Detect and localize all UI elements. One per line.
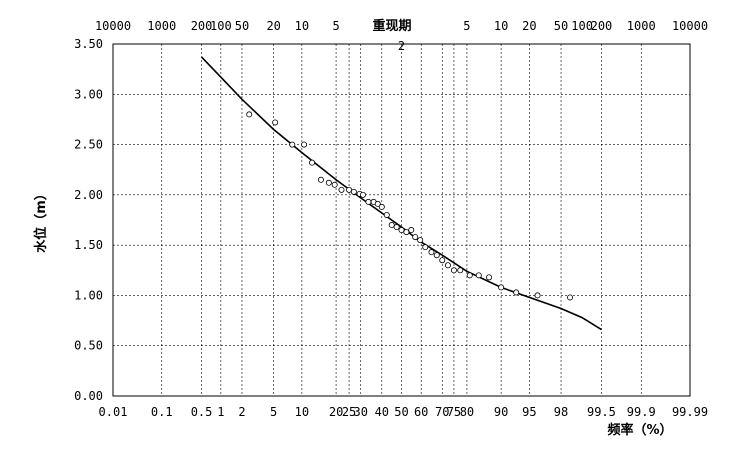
x-top-tick-label: 5 [332,19,339,33]
observed-point [350,188,357,195]
observed-point [359,191,366,198]
x-bottom-tick-label: 50 [394,405,408,419]
x-bottom-tick-label: 99.5 [587,405,616,419]
observed-point [450,267,457,274]
x-top-tick-label: 10 [494,19,508,33]
x-bottom-tick-label: 60 [414,405,428,419]
y-tick-label: 3.00 [74,87,103,101]
x-bottom-tick-label: 0.01 [99,405,128,419]
observed-point [428,249,435,256]
y-tick-label: 0.50 [74,339,103,353]
observed-point [486,274,493,281]
x-top-tick-label: 50 [235,19,249,33]
y-tick-labels: 0.00 0.50 1.00 1.50 2.00 2.50 3.00 3.50 [74,37,103,403]
observed-point [309,159,316,166]
y-tick-label: 3.50 [74,37,103,51]
observed-point [393,224,400,231]
x-top-tick-label: 10000 [95,19,131,33]
observed-point [325,179,332,186]
observed-point [422,244,429,251]
x-axis-title: 频率（%） [607,422,672,438]
x-bottom-tick-label: 5 [270,405,277,419]
fitted-curve-layer [201,56,602,331]
x-bottom-tick-label: 90 [494,405,508,419]
observed-point [534,292,541,299]
observed-point [301,141,308,148]
x-top-tick-label: 50 [554,19,568,33]
observed-point [365,198,372,205]
plot-frame [112,43,691,397]
x-top-tick-label: 100 [210,19,232,33]
x-top-tick-label: 5 [463,19,470,33]
observed-point [457,267,464,274]
x-bottom-tick-label: 99.99 [672,405,708,419]
observed-point [466,272,473,279]
observed-points-layer [246,111,574,301]
x-bottom-tick-label: 0.1 [151,405,173,419]
observed-point [417,237,424,244]
top-axis-title: 重现期 [372,18,411,34]
fitted-frequency-curve [201,56,602,331]
y-tick-label: 1.50 [74,238,103,252]
observed-point [439,257,446,264]
x-top-tick-label: 1000 [627,19,656,33]
observed-point [246,111,253,118]
x-bottom-tick-label: 80 [460,405,474,419]
observed-point [398,227,405,234]
observed-point [567,294,574,301]
x-top-tick-label: 10000 [672,19,708,33]
x-top-tick-label: 10 [295,19,309,33]
x-top-tick-label: 200 [591,19,613,33]
x-top-tick-label: 200 [191,19,213,33]
observed-point [412,234,419,241]
observed-point [289,141,296,148]
observed-point [331,181,338,188]
observed-point [403,229,410,236]
observed-point [475,272,482,279]
observed-point [374,200,381,207]
observed-point [378,203,385,210]
x-bottom-tick-label: 10 [295,405,309,419]
y-tick-label: 1.00 [74,288,103,302]
observed-point [383,211,390,218]
x-bottom-tick-label: 1 [217,405,224,419]
x-bottom-tick-label: 25 [342,405,356,419]
x-bottom-tick-label: 40 [375,405,389,419]
y-axis-title: 水位（m） [33,187,49,253]
grid-lines [112,43,691,397]
y-tick-label: 0.00 [74,389,103,403]
x-top-tick-label: 100 [571,19,593,33]
x-bottom-tick-label: 2 [238,405,245,419]
x-top-tick-label: 2 [398,39,405,53]
y-tick-label: 2.50 [74,138,103,152]
observed-point [433,252,440,259]
observed-point [498,284,505,291]
x-top-tick-label: 20 [266,19,280,33]
x-bottom-tick-label: 98 [554,405,568,419]
x-bottom-tick-label: 0.5 [191,405,213,419]
observed-point [272,119,279,126]
observed-point [338,186,345,193]
observed-point [317,176,324,183]
x-bottom-tick-label: 30 [354,405,368,419]
x-bottom-tick-label: 95 [522,405,536,419]
observed-point [388,222,395,229]
x-top-tick-label: 1000 [147,19,176,33]
x-bottom-tick-label: 20 [329,405,343,419]
observed-point [408,227,415,234]
observed-point [513,289,520,296]
x-bottom-tick-label: 99.9 [627,405,656,419]
y-tick-label: 2.00 [74,188,103,202]
x-bottom-tick-label: 75 [447,405,461,419]
x-top-tick-label: 20 [522,19,536,33]
observed-point [444,262,451,269]
x-bottom-tick-label: 70 [435,405,449,419]
